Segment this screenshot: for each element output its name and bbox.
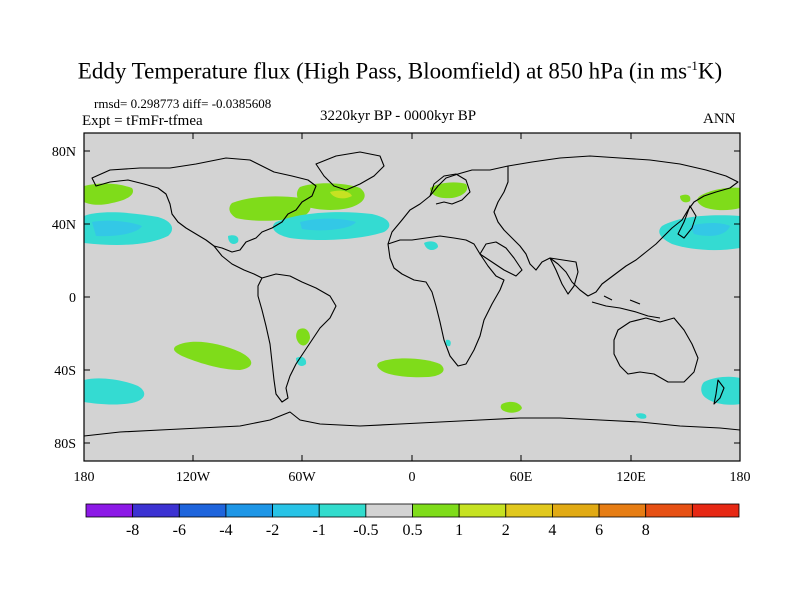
patch-south-america-cyan	[296, 356, 307, 366]
colorbar-label: -6	[173, 522, 186, 539]
colorbar-label: -8	[126, 522, 139, 539]
patch-north-atlantic-yellow	[330, 190, 352, 199]
colorbar-swatch	[85, 503, 134, 518]
coast-new-zealand	[713, 379, 725, 405]
coast-japan	[677, 205, 697, 239]
lat-label-80s: 80S	[54, 437, 76, 452]
colorbar-swatch	[225, 503, 273, 518]
colorbar-label: 1	[455, 522, 463, 539]
colorbar-label: -1	[313, 522, 326, 539]
lon-label-0: 0	[409, 470, 416, 485]
patch-south-pacific-green	[174, 341, 252, 370]
lon-label-60w: 60W	[288, 470, 316, 485]
colorbar-label: 8	[642, 522, 650, 539]
longitude-axis	[192, 133, 632, 461]
latitude-axis	[84, 150, 740, 444]
experiment-label: Expt = tFmFr-tfmea	[82, 113, 203, 129]
title-superscript: -1	[687, 58, 698, 73]
colorbar-label: -0.5	[353, 522, 378, 539]
coast-central-america	[213, 245, 263, 279]
colorbar-swatch	[552, 503, 600, 518]
colorbar-swatch	[412, 503, 460, 518]
coast-scandinavia	[429, 173, 471, 205]
patch-tasman-cyan	[701, 376, 740, 405]
lat-label-40n: 40N	[52, 218, 76, 233]
coast-europe	[387, 165, 509, 245]
patch-sahara-cyan	[424, 241, 438, 251]
plot-title: Eddy Temperature flux (High Pass, Bloomf…	[0, 58, 800, 85]
lon-label-60e: 60E	[510, 470, 533, 485]
lat-label-0: 0	[69, 291, 76, 306]
title-unit: K)	[697, 58, 723, 84]
patch-japan-green	[680, 194, 691, 203]
period-label: 3220kyr BP - 0000kyr BP	[320, 108, 477, 124]
coast-asia	[493, 155, 739, 297]
patch-madagascar-cyan	[445, 339, 451, 347]
colorbar-swatch	[272, 503, 320, 518]
lat-label-40s: 40S	[54, 364, 76, 379]
patch-southern-ocean-cyan-small	[636, 413, 647, 419]
colorbar-swatch	[691, 503, 740, 518]
patch-atlantic-blue-core	[300, 218, 356, 231]
lat-label-80n: 80N	[52, 145, 76, 160]
colorbar-label: 6	[595, 522, 603, 539]
patch-caribbean-cyan	[228, 235, 239, 244]
coast-south-america	[257, 273, 337, 403]
colorbar-label: 4	[548, 522, 556, 539]
patch-scandinavia-green	[430, 182, 468, 199]
anomaly-patches	[84, 182, 740, 419]
patch-north-pacific-blue-core	[92, 220, 142, 237]
coast-arabia	[479, 241, 523, 277]
colorbar-label: 2	[502, 522, 510, 539]
coastlines	[83, 151, 741, 437]
colorbar-swatch	[178, 503, 227, 518]
patch-brazil-green	[296, 328, 310, 346]
season-label: ANN	[703, 111, 736, 127]
colorbar-label: -2	[266, 522, 279, 539]
patch-kamchatka-green	[697, 187, 740, 211]
patch-north-america-green	[229, 196, 311, 221]
map-background	[84, 133, 740, 461]
colorbar-swatch	[645, 503, 693, 518]
coast-australia	[613, 317, 699, 383]
colorbar: -8 -6 -4 -2 -1 -0.5 0.5 1 2 4 6 8	[85, 503, 740, 539]
colorbar-swatch	[132, 503, 180, 518]
patch-southeast-pacific-cyan	[84, 378, 145, 405]
lon-label-180-east: 180	[730, 470, 751, 485]
lon-label-120e: 120E	[616, 470, 646, 485]
rmsd-diff-text: rmsd= 0.298773 diff= -0.0385608	[94, 96, 272, 111]
colorbar-swatch	[458, 503, 507, 518]
colorbar-swatch	[318, 503, 367, 518]
coast-africa	[387, 235, 505, 367]
lon-label-180-west: 180	[74, 470, 95, 485]
colorbar-swatch	[598, 503, 647, 518]
patch-north-atlantic-green	[296, 183, 365, 210]
coast-india	[549, 257, 579, 295]
colorbar-swatch	[365, 503, 413, 518]
patch-south-atlantic-green	[377, 358, 444, 378]
colorbar-swatch	[505, 503, 553, 518]
colorbar-label: -4	[219, 522, 232, 539]
coast-greenland	[315, 151, 385, 191]
coast-north-america	[91, 157, 317, 253]
title-text: Eddy Temperature flux (High Pass, Bloomf…	[77, 58, 688, 84]
colorbar-label: 0.5	[403, 522, 423, 539]
patch-north-pacific-green	[84, 183, 134, 205]
patch-west-pacific-blue-core	[690, 223, 730, 236]
coast-antarctica	[83, 411, 741, 437]
coast-indonesia	[591, 295, 661, 319]
patch-southern-ocean-green	[500, 401, 522, 413]
lon-label-120w: 120W	[176, 470, 211, 485]
